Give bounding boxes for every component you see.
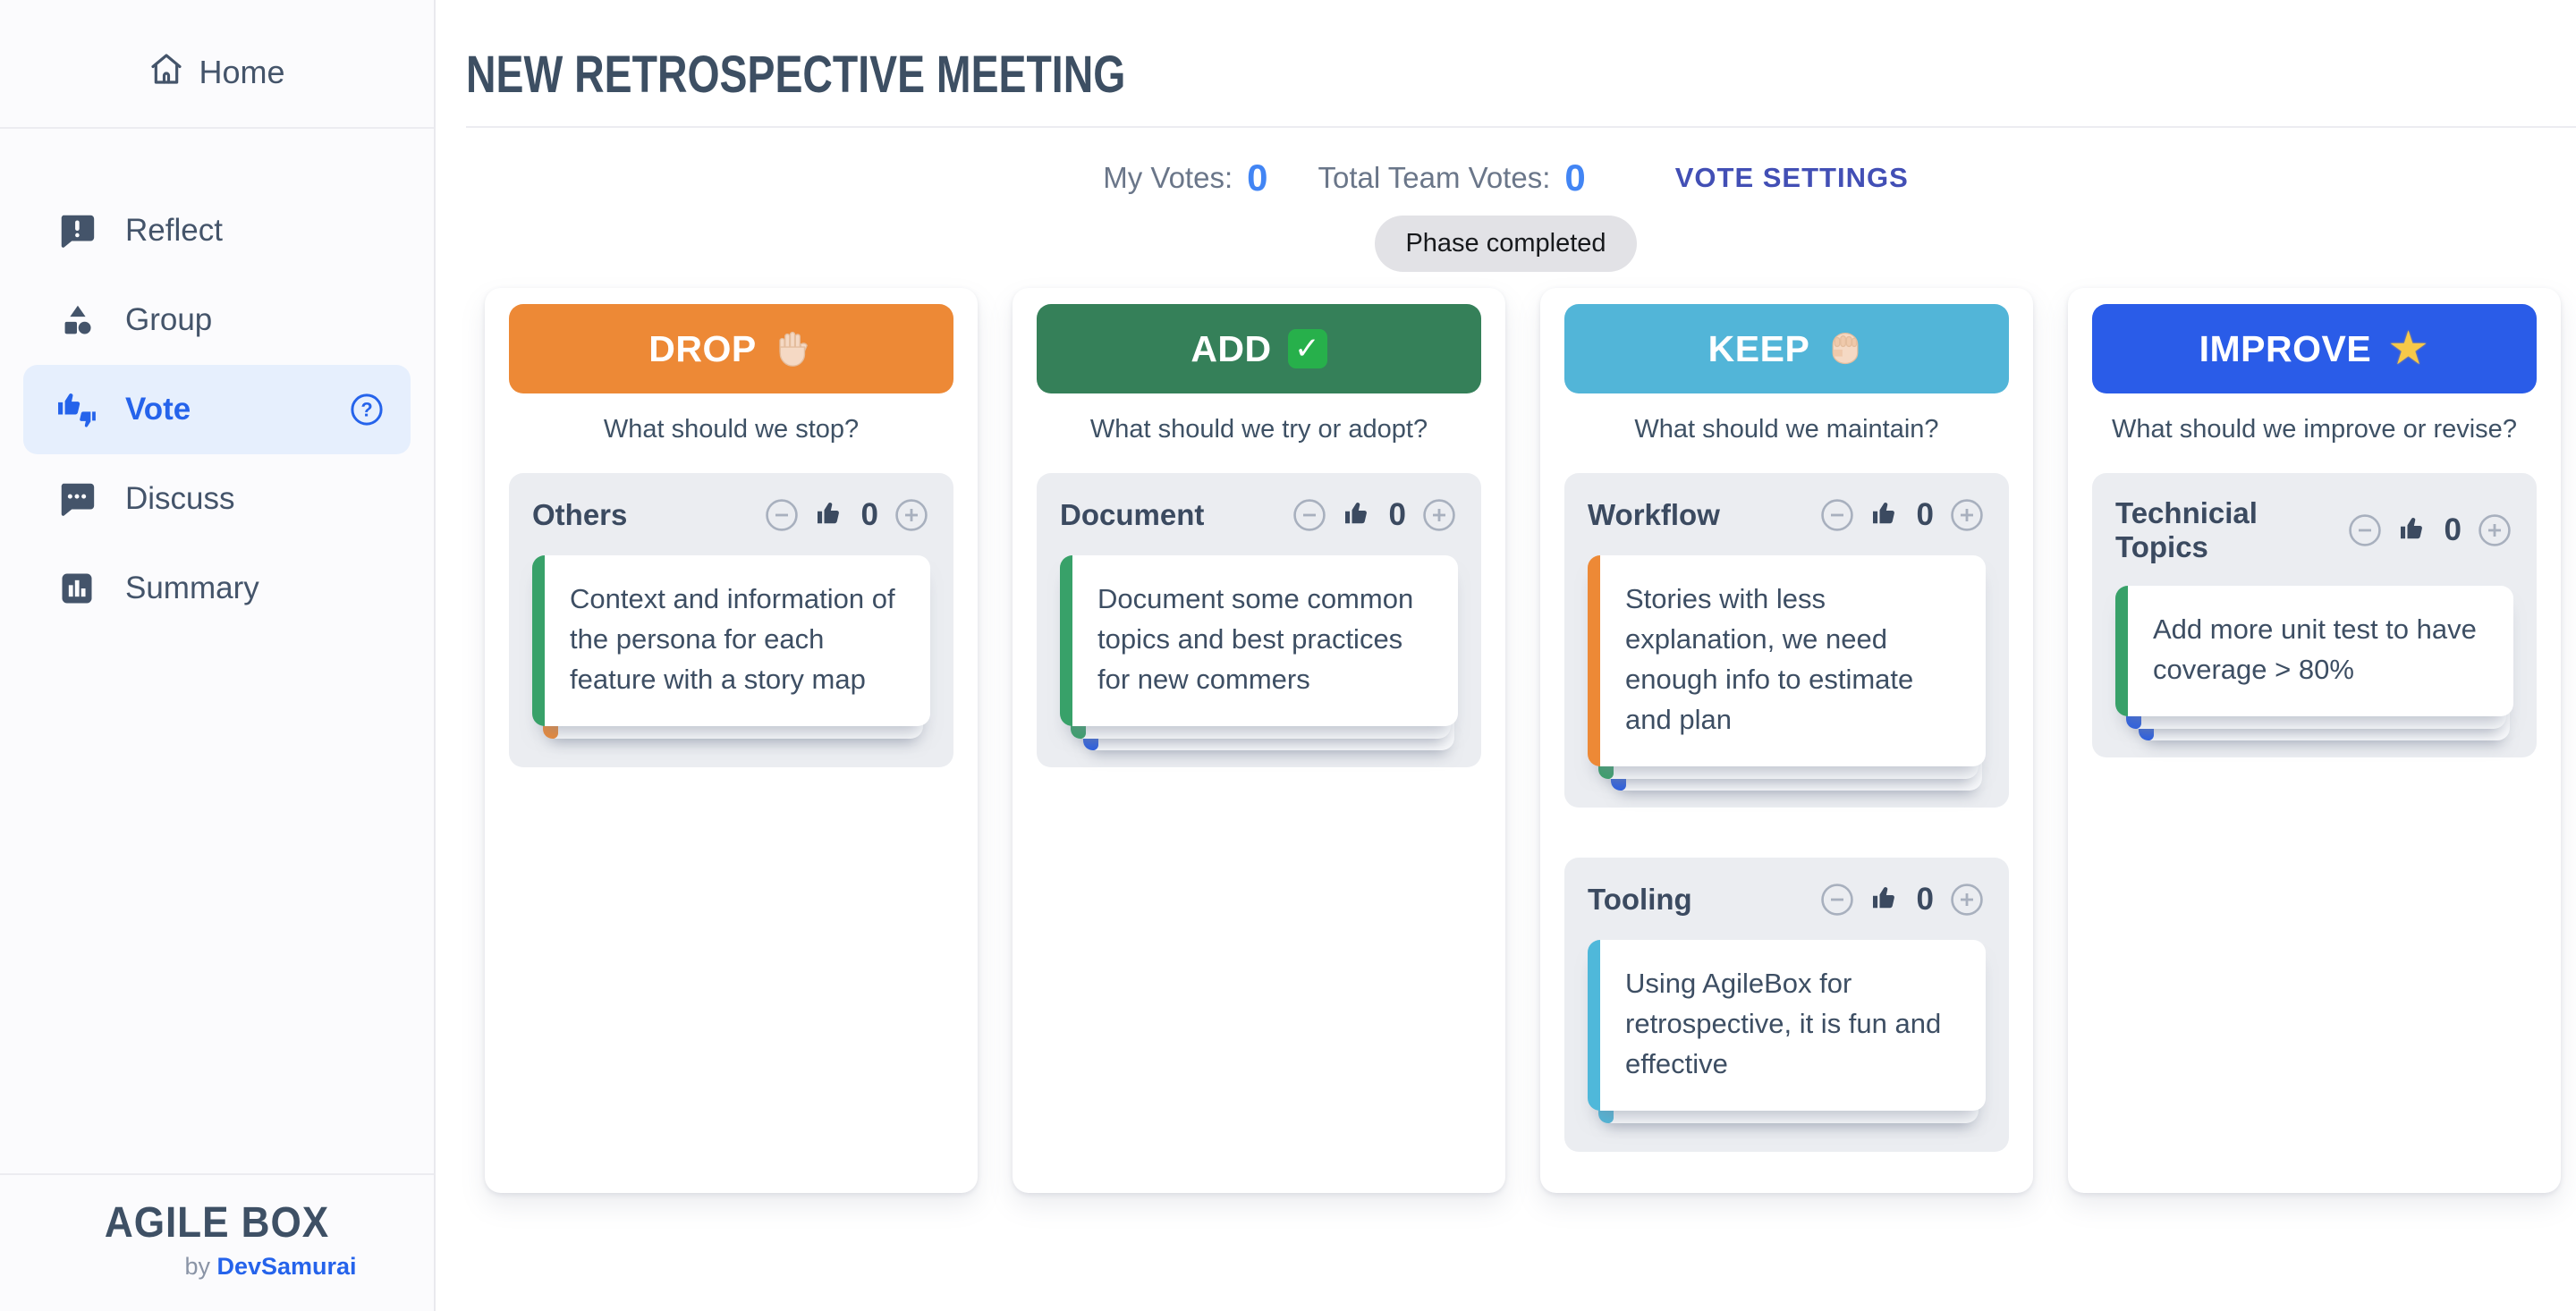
discuss-icon — [55, 478, 98, 520]
sidebar-item-group[interactable]: Group — [0, 275, 434, 365]
header-divider — [466, 126, 2576, 128]
vote-count: 0 — [2444, 512, 2462, 547]
note-text: Add more unit test to have coverage > 80… — [2153, 613, 2477, 685]
sticky-note[interactable]: Using AgileBox for retrospective, it is … — [1588, 940, 1986, 1111]
add-vote-button[interactable] — [2476, 512, 2513, 549]
column-add: ADD ✓ What should we try or adopt? Docum… — [1013, 288, 1505, 1193]
note-text: Using AgileBox for retrospective, it is … — [1625, 968, 1942, 1079]
remove-vote-button[interactable] — [1818, 881, 1856, 918]
topic-card-tooling[interactable]: Tooling 0 — [1564, 858, 2009, 1152]
star-icon: ★ — [2387, 323, 2430, 375]
brand-link[interactable]: DevSamurai — [216, 1253, 357, 1280]
note-text: Document some common topics and best pra… — [1097, 583, 1414, 695]
column-question: What should we stop? — [603, 415, 860, 444]
topic-title: Workflow — [1588, 498, 1720, 531]
sidebar-item-label: Reflect — [125, 213, 223, 248]
remove-vote-button[interactable] — [1291, 496, 1328, 534]
thumbs-up-icon — [1343, 497, 1375, 534]
fist-icon — [1826, 329, 1865, 368]
votes-bar: My Votes: 0 Total Team Votes: 0 VOTE SET… — [436, 156, 2576, 199]
keep-column-button[interactable]: KEEP — [1564, 304, 2009, 393]
group-icon — [55, 299, 98, 342]
thumbs-up-icon — [1870, 497, 1902, 534]
sidebar-item-reflect[interactable]: Reflect — [0, 186, 434, 275]
improve-column-button[interactable]: IMPROVE ★ — [2092, 304, 2537, 393]
topic-card-technicial-topics[interactable]: Technicial Topics 0 — [2092, 473, 2537, 757]
reflect-icon — [55, 209, 98, 252]
topic-title: Tooling — [1588, 883, 1692, 916]
column-keep: KEEP What should we maintain? — [1540, 288, 2033, 1193]
thumbs-up-icon — [1870, 882, 1902, 918]
sidebar-divider-bottom — [0, 1173, 434, 1175]
drop-column-button[interactable]: DROP — [509, 304, 953, 393]
sticky-note[interactable]: Add more unit test to have coverage > 80… — [2115, 586, 2513, 716]
retro-board: DROP What should we stop? — [436, 288, 2576, 1193]
vote-icon — [55, 388, 98, 431]
add-column-button[interactable]: ADD ✓ — [1037, 304, 1481, 393]
column-drop: DROP What should we stop? — [485, 288, 978, 1193]
sidebar-item-label: Discuss — [125, 481, 235, 516]
column-question: What should we improve or revise? — [2112, 415, 2517, 444]
topic-card-document[interactable]: Document 0 — [1037, 473, 1481, 767]
svg-text:?: ? — [360, 399, 372, 421]
add-vote-button[interactable] — [1420, 496, 1458, 534]
sidebar: Home Reflect Group — [0, 0, 436, 1311]
logo-title: AGILE BOX — [104, 1199, 330, 1247]
remove-vote-button[interactable] — [763, 496, 801, 534]
add-vote-button[interactable] — [893, 496, 930, 534]
check-mark-icon: ✓ — [1287, 329, 1327, 368]
sticky-note[interactable]: Context and information of the persona f… — [532, 555, 930, 726]
topic-card-workflow[interactable]: Workflow 0 — [1564, 473, 2009, 808]
vote-count: 0 — [1916, 882, 1934, 917]
topic-title: Document — [1060, 498, 1205, 531]
thumbs-up-icon — [815, 497, 847, 534]
main-content: NEW RETROSPECTIVE MEETING My Votes: 0 To… — [436, 0, 2576, 1311]
remove-vote-button[interactable] — [2346, 512, 2384, 549]
vote-count: 0 — [860, 497, 878, 532]
sticky-note[interactable]: Document some common topics and best pra… — [1060, 555, 1458, 726]
sidebar-item-home[interactable]: Home — [0, 43, 434, 102]
raised-hand-icon — [773, 328, 814, 369]
vote-count: 0 — [1388, 497, 1406, 532]
team-votes-count: 0 — [1564, 156, 1586, 199]
sidebar-item-label: Summary — [125, 571, 259, 605]
sidebar-nav: Reflect Group Vote — [0, 186, 434, 633]
phase-status-badge: Phase completed — [1375, 216, 1637, 272]
app-logo: AGILE BOX by DevSamurai — [0, 1175, 434, 1311]
page-title: NEW RETROSPECTIVE MEETING — [466, 46, 1126, 104]
add-vote-button[interactable] — [1948, 496, 1986, 534]
sidebar-item-summary[interactable]: Summary — [0, 544, 434, 633]
remove-vote-button[interactable] — [1818, 496, 1856, 534]
my-votes-label: My Votes: — [1103, 161, 1233, 194]
my-votes-count: 0 — [1247, 156, 1268, 199]
add-vote-button[interactable] — [1948, 881, 1986, 918]
summary-icon — [55, 567, 98, 610]
logo-subtitle: by DevSamurai — [184, 1253, 357, 1280]
sidebar-item-label: Group — [125, 302, 213, 337]
help-icon[interactable]: ? — [348, 391, 386, 428]
vote-count: 0 — [1916, 497, 1934, 532]
home-icon — [148, 51, 184, 95]
sidebar-item-label: Vote — [125, 392, 191, 427]
sticky-note[interactable]: Stories with less explanation, we need e… — [1588, 555, 1986, 766]
note-text: Context and information of the persona f… — [570, 583, 895, 695]
column-improve: IMPROVE ★ What should we improve or revi… — [2068, 288, 2561, 1193]
thumbs-up-icon — [2398, 512, 2430, 549]
topic-title: Others — [532, 498, 628, 531]
column-question: What should we try or adopt? — [1089, 415, 1428, 444]
home-label: Home — [199, 54, 285, 90]
column-question: What should we maintain? — [1634, 415, 1939, 444]
vote-settings-button[interactable]: VOTE SETTINGS — [1674, 162, 1909, 193]
topic-title: Technicial Topics — [2115, 496, 2258, 563]
sidebar-item-discuss[interactable]: Discuss — [0, 454, 434, 544]
team-votes-label: Total Team Votes: — [1318, 161, 1551, 194]
note-text: Stories with less explanation, we need e… — [1625, 583, 1914, 735]
topic-card-others[interactable]: Others 0 — [509, 473, 953, 767]
sidebar-divider-top — [0, 127, 434, 129]
sidebar-item-vote[interactable]: Vote ? — [23, 365, 411, 454]
